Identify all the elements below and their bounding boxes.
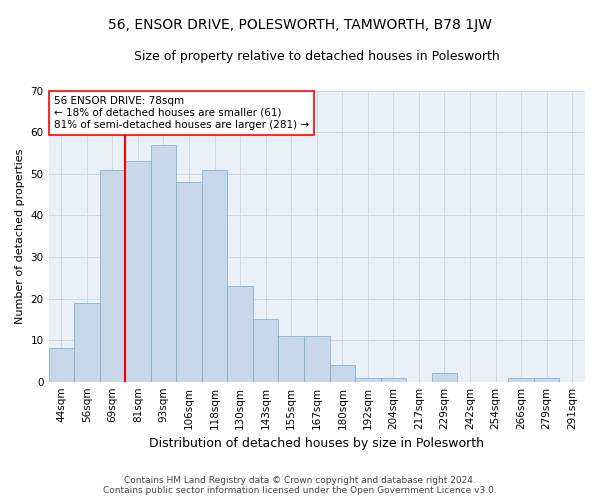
Bar: [74, 302, 100, 382]
Bar: [432, 374, 457, 382]
Bar: [508, 378, 534, 382]
Bar: [304, 336, 329, 382]
Bar: [49, 348, 74, 382]
Bar: [355, 378, 380, 382]
Bar: [125, 162, 151, 382]
Bar: [100, 170, 125, 382]
Bar: [176, 182, 202, 382]
Text: Contains HM Land Registry data © Crown copyright and database right 2024.
Contai: Contains HM Land Registry data © Crown c…: [103, 476, 497, 495]
Bar: [329, 365, 355, 382]
Bar: [380, 378, 406, 382]
Bar: [278, 336, 304, 382]
Bar: [253, 320, 278, 382]
Bar: [151, 144, 176, 382]
Bar: [202, 170, 227, 382]
X-axis label: Distribution of detached houses by size in Polesworth: Distribution of detached houses by size …: [149, 437, 484, 450]
Title: Size of property relative to detached houses in Polesworth: Size of property relative to detached ho…: [134, 50, 500, 63]
Text: 56, ENSOR DRIVE, POLESWORTH, TAMWORTH, B78 1JW: 56, ENSOR DRIVE, POLESWORTH, TAMWORTH, B…: [108, 18, 492, 32]
Y-axis label: Number of detached properties: Number of detached properties: [15, 148, 25, 324]
Bar: [534, 378, 559, 382]
Bar: [227, 286, 253, 382]
Text: 56 ENSOR DRIVE: 78sqm
← 18% of detached houses are smaller (61)
81% of semi-deta: 56 ENSOR DRIVE: 78sqm ← 18% of detached …: [54, 96, 309, 130]
